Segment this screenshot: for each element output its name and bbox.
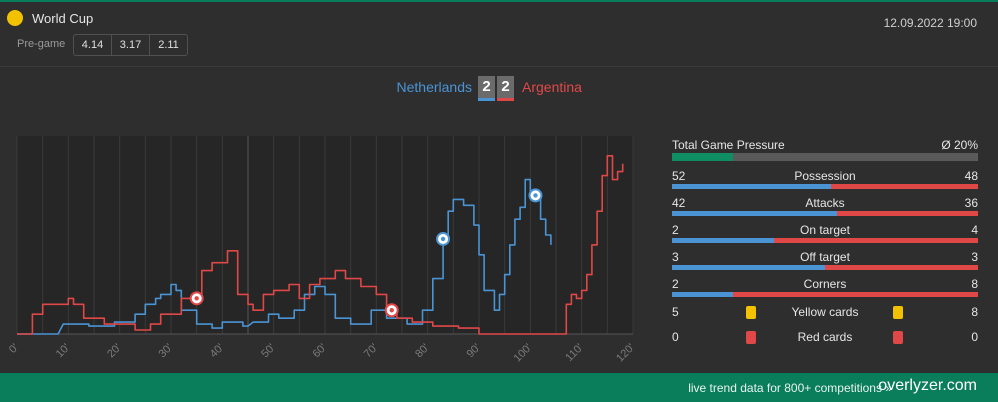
pressure-bar-fill — [672, 153, 734, 161]
stat-label: Off target — [800, 250, 850, 264]
footer-bar: live trend data for 800+ competitions » … — [0, 373, 998, 402]
away-score: 2 — [497, 76, 514, 101]
x-tick-label: 10' — [54, 342, 73, 361]
stat-label: Possession — [794, 169, 856, 183]
stat-away-value: 8 — [971, 277, 978, 291]
card-icon — [893, 331, 903, 344]
stat-away-value: 48 — [964, 169, 978, 183]
stat-home-value: 2 — [672, 277, 679, 291]
stat-bar-home-share — [672, 211, 837, 216]
pressure-bar — [672, 153, 978, 161]
pressure-label: Total Game Pressure — [672, 138, 785, 152]
stat-home-value: 2 — [672, 223, 679, 237]
card-away-value: 0 — [971, 330, 978, 344]
odd-home[interactable]: 4.14 — [74, 35, 112, 55]
card-icon — [746, 331, 756, 344]
stat-bar-home-share — [672, 238, 774, 243]
card-away-value: 8 — [971, 305, 978, 319]
odd-away[interactable]: 2.11 — [158, 39, 179, 51]
home-team-name[interactable]: Netherlands — [396, 79, 473, 95]
away-team-name[interactable]: Argentina — [522, 79, 582, 95]
stat-label: Attacks — [805, 196, 845, 210]
stat-bar — [672, 292, 978, 297]
series-line — [17, 178, 552, 335]
goal-ball-center — [440, 236, 446, 242]
x-tick-label: 70' — [362, 342, 381, 361]
card-label: Yellow cards — [791, 305, 859, 319]
pregame-label: Pre-game — [17, 38, 66, 50]
stat-bar — [672, 265, 978, 270]
card-home-value: 5 — [672, 305, 679, 319]
footer-brand-link[interactable]: overlyzer.com — [878, 377, 977, 394]
stat-bar — [672, 184, 978, 189]
scoreline: Netherlands 2 2 Argentina — [0, 76, 998, 102]
stat-label: Corners — [803, 277, 847, 291]
odd-draw[interactable]: 3.17 — [112, 35, 150, 55]
card-icon — [746, 306, 756, 319]
x-tick-label: 120' — [614, 342, 637, 365]
card-icon — [893, 306, 903, 319]
x-tick-label: 110' — [563, 342, 585, 364]
x-tick-label: 90' — [464, 342, 483, 361]
pregame-odds: 4.14 3.17 2.11 — [73, 34, 188, 56]
stat-label: On target — [799, 223, 851, 237]
competition-name: World Cup — [32, 11, 94, 26]
stat-bar-home-share — [672, 292, 734, 297]
pressure-value: Ø 20% — [941, 138, 978, 152]
goal-ball-center — [533, 193, 538, 198]
stat-rows: 52 Possession 48 42 Attacks 36 2 On target 4 3 Off… — [672, 169, 978, 304]
x-tick-label: 20' — [105, 342, 124, 361]
stat-home-value: 3 — [672, 250, 679, 264]
match-stats-panel: Total Game Pressure Ø 20% 52 Possession 48… — [672, 136, 978, 355]
stat-row: 52 Possession 48 — [672, 169, 978, 196]
stat-bar-home-share — [672, 265, 825, 270]
competition-icon — [7, 10, 23, 26]
stat-row: 2 Corners 8 — [672, 277, 978, 304]
stat-home-value: 52 — [672, 169, 686, 183]
x-tick-label: 40' — [208, 342, 227, 361]
stat-away-value: 36 — [964, 196, 978, 210]
stat-bar — [672, 211, 978, 216]
stat-away-value: 4 — [971, 223, 978, 237]
stat-away-value: 3 — [971, 250, 978, 264]
x-tick-label: 50' — [259, 342, 278, 361]
card-home-value: 0 — [672, 330, 679, 344]
top-accent-line — [0, 0, 998, 2]
pressure-trend-chart: 0' 10' 20' 30' 40' 50' 60' 70' 80' 90' 100' 110' 120… — [7, 136, 637, 365]
x-tick-label: 0' — [7, 342, 21, 356]
game-pressure-row: Total Game Pressure Ø 20% — [672, 136, 978, 152]
footer-text[interactable]: live trend data for 800+ competitions » — [688, 381, 892, 395]
match-datetime: 12.09.2022 19:00 — [883, 16, 977, 30]
stat-bar — [672, 238, 978, 243]
x-tick-label: 80' — [413, 342, 432, 361]
card-row: 0 Red cards 0 — [672, 330, 978, 355]
match-header: World Cup 12.09.2022 19:00 Pre-game 4.14… — [0, 2, 998, 67]
home-score: 2 — [478, 76, 495, 101]
x-tick-label: 60' — [310, 342, 329, 361]
card-rows: 5 Yellow cards 8 0 Red cards 0 — [672, 305, 978, 355]
x-tick-label: 100' — [512, 342, 535, 365]
card-row: 5 Yellow cards 8 — [672, 305, 978, 330]
stat-bar-home-share — [672, 184, 832, 189]
stat-home-value: 42 — [672, 196, 686, 210]
stat-row: 3 Off target 3 — [672, 250, 978, 277]
card-label: Red cards — [797, 330, 853, 344]
goal-ball-center — [194, 296, 199, 301]
x-tick-label: 30' — [156, 342, 175, 361]
stat-row: 2 On target 4 — [672, 223, 978, 250]
stat-row: 42 Attacks 36 — [672, 196, 978, 223]
goal-ball-center — [389, 308, 394, 313]
series-line — [17, 155, 624, 335]
